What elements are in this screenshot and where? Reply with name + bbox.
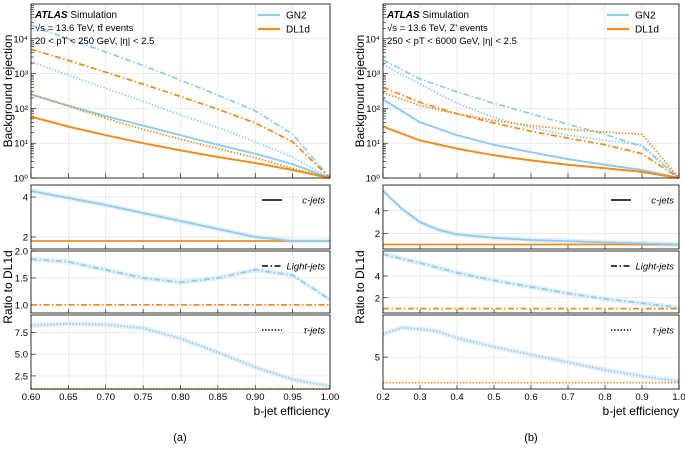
p0-xtick-label: 0.85 — [209, 392, 228, 403]
p0-r0-gn2-ratio — [30, 190, 330, 242]
p0-r1-ytick-label: 1.0 — [15, 300, 28, 311]
p0-r0-ytick-label: 4 — [23, 193, 28, 204]
p0-ytick-label: 10³ — [14, 69, 28, 80]
p1-xtick-label: 1.0 — [672, 392, 685, 403]
p1-xtick-label: 0.4 — [450, 392, 463, 403]
p1-cuts-label: 250 < pT < 6000 GeV, |η| < 2.5 — [387, 36, 517, 47]
p1-series-gn2-tau-jets — [382, 63, 680, 179]
p0-r1-frame — [30, 250, 331, 314]
p0-r0-ytick-label: 2 — [23, 233, 28, 244]
p1-r1-ytick-label: 4 — [375, 272, 380, 283]
p1-r0-ytick-label: 4 — [375, 206, 380, 217]
p0-r2-legend-label: τ-jets — [303, 326, 325, 337]
p1-r0-ytick-label: 2 — [375, 229, 380, 240]
p1-r2-ytick-label: 5 — [375, 353, 380, 364]
p1-ytick-label: 10² — [366, 104, 380, 115]
p0-series-gn2-light-jets — [30, 24, 331, 179]
p0-caption: (a) — [173, 432, 186, 444]
p0-r2-ytick-label: 5.0 — [15, 350, 28, 361]
p0-atlas-word: ATLAS — [34, 10, 70, 21]
p1-ytick-label: 10³ — [366, 69, 380, 80]
p0-series-dl1d-tau-jets — [30, 93, 331, 179]
p0-legend-label: GN2 — [286, 11, 307, 22]
p0-xtick-label: 0.75 — [134, 392, 153, 403]
p1-caption: (b) — [524, 432, 537, 444]
p0-simulation-word: Simulation — [70, 10, 117, 21]
p0-atlas-label: ATLAS Simulation — [34, 10, 117, 21]
p0-xtick-label: 0.65 — [59, 392, 78, 403]
p0-legend-label: DL1d — [286, 25, 310, 36]
p0-r0-legend-label: c-jets — [302, 196, 325, 207]
p0-xtick-label: 0.60 — [22, 392, 41, 403]
p1-atlas-word: ATLAS — [386, 10, 422, 21]
p1-r1-ytick-label: 2 — [375, 293, 380, 304]
p1-r0-gn2-ratio — [382, 189, 680, 246]
p0-ytick-label: 10² — [14, 104, 28, 115]
p0-r1-legend-label: Light-jets — [286, 262, 325, 273]
p1-legend-label: GN2 — [635, 11, 656, 22]
p0-ytick-label: 10⁴ — [13, 34, 28, 45]
p1-series-gn2-c-jets — [382, 98, 680, 179]
p1-ytick-label: 10⁴ — [365, 34, 380, 45]
p1-ylabel-main: Background rejection — [353, 35, 367, 148]
p1-xtick-label: 0.3 — [413, 392, 426, 403]
p1-xlabel: b-jet efficiency — [603, 404, 679, 418]
p1-xtick-label: 0.5 — [487, 392, 500, 403]
p1-legend-label: DL1d — [635, 25, 659, 36]
p1-r1-gn2-ratio — [382, 253, 680, 309]
p1-r1-legend-label: Light-jets — [635, 262, 674, 273]
p1-r0-legend-label: c-jets — [651, 196, 674, 207]
p0-xtick-label: 0.95 — [283, 392, 302, 403]
p1-simulation-word: Simulation — [422, 10, 469, 21]
p1-xtick-label: 0.9 — [635, 392, 648, 403]
p0-r2-ytick-label: 7.5 — [15, 328, 28, 339]
p0-ylabel-main: Background rejection — [1, 35, 15, 148]
p1-r2-gn2-ratio — [382, 326, 680, 383]
p0-cuts-label: 20 < pT < 250 GeV, |η| < 2.5 — [35, 36, 154, 47]
p1-ylabel-ratio: Ratio to DL1d — [353, 250, 367, 323]
p0-r1-ytick-label: 1.5 — [15, 273, 28, 284]
p0-energy-label: √s = 13.6 TeV, tt̄ events — [35, 23, 134, 34]
p0-xtick-label: 1.00 — [321, 392, 340, 403]
p0-ylabel-ratio: Ratio to DL1d — [1, 250, 15, 323]
p1-ytick-label: 10¹ — [366, 139, 380, 150]
p1-atlas-label: ATLAS Simulation — [386, 10, 469, 21]
p0-xtick-label: 0.80 — [171, 392, 190, 403]
p1-energy-label: √s = 13.6 TeV, Z' events — [387, 23, 488, 34]
p0-r2-frame — [30, 314, 331, 390]
p1-r0-frame — [382, 184, 680, 250]
p1-ytick-label: 10⁰ — [366, 174, 381, 185]
p0-xtick-label: 0.70 — [97, 392, 116, 403]
p0-r1-gn2-band — [31, 256, 330, 302]
p0-series-gn2-c-jets — [30, 93, 331, 179]
p0-xtick-label: 0.90 — [246, 392, 265, 403]
p1-series-dl1d-tau-jets — [382, 91, 680, 179]
p0-main-frame — [30, 3, 331, 179]
p0-xlabel: b-jet efficiency — [254, 404, 330, 418]
p0-r1-ytick-label: 2.0 — [15, 247, 28, 258]
p0-ytick-label: 10¹ — [14, 139, 28, 150]
p1-r2-frame — [382, 314, 680, 390]
p0-r0-frame — [30, 184, 331, 250]
p1-r2-legend-label: τ-jets — [652, 326, 674, 337]
p1-xtick-label: 0.7 — [561, 392, 574, 403]
p0-r2-gn2-ratio — [30, 322, 331, 388]
p0-r2-gn2-band — [31, 321, 330, 389]
p0-series-dl1d-c-jets — [30, 115, 331, 179]
p1-xtick-label: 0.6 — [524, 392, 537, 403]
p1-r0-gn2-band — [383, 188, 679, 247]
p0-r2-ytick-label: 2.5 — [15, 371, 28, 382]
p1-main-frame — [382, 3, 680, 179]
p0-ytick-label: 10⁰ — [14, 174, 29, 185]
p1-series-dl1d-c-jets — [382, 125, 680, 179]
p0-r1-gn2-ratio — [30, 258, 331, 301]
p1-series-gn2-light-jets — [382, 59, 680, 179]
p1-series-dl1d-light-jets — [382, 86, 680, 179]
p1-r1-frame — [382, 250, 680, 314]
p0-series-dl1d-light-jets — [30, 48, 331, 179]
p1-xtick-label: 0.2 — [376, 392, 389, 403]
p1-xtick-label: 0.8 — [598, 392, 611, 403]
